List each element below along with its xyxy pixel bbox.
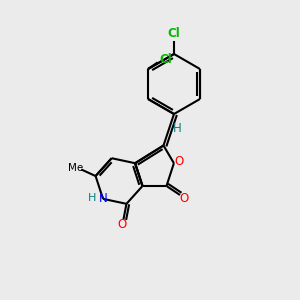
Text: O: O [117,218,127,231]
Text: Me: Me [68,163,83,173]
Text: H: H [173,122,182,135]
Text: O: O [179,191,188,205]
Text: Cl: Cl [168,27,180,40]
Text: H: H [88,193,96,203]
Text: Cl: Cl [159,53,172,66]
Text: O: O [175,155,184,168]
Text: N: N [99,192,108,205]
